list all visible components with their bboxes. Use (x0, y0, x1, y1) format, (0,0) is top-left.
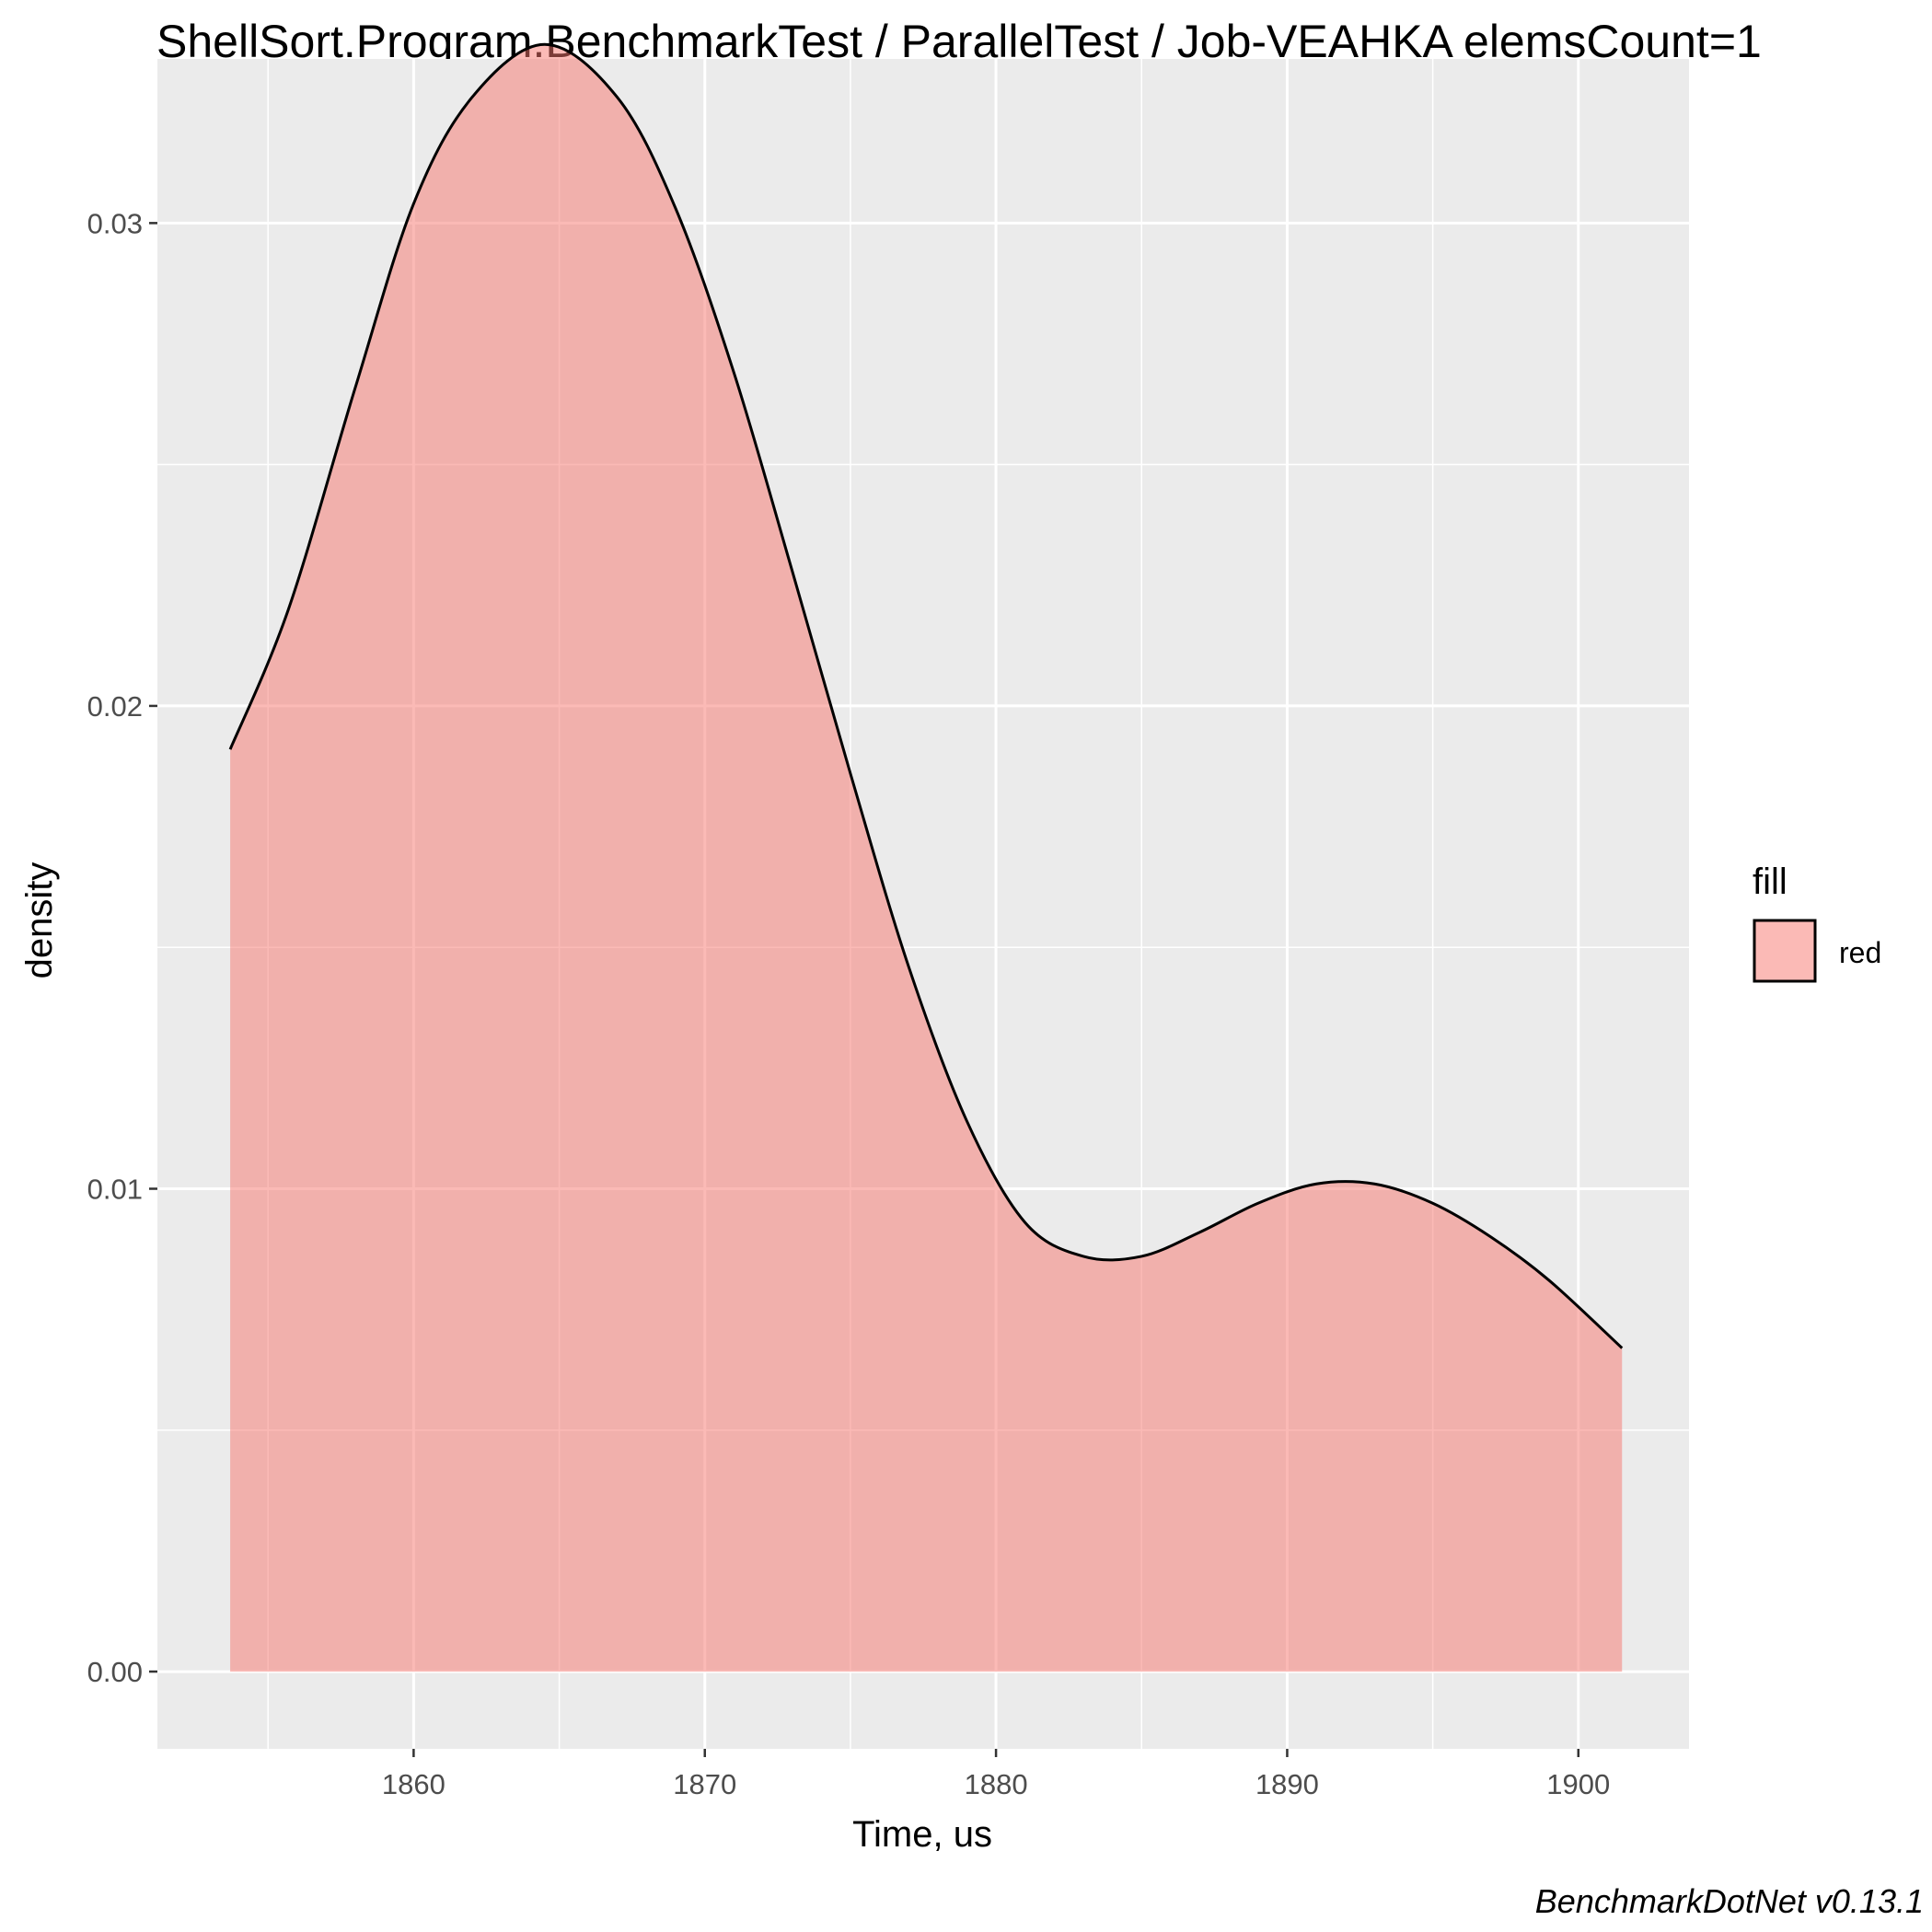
y-axis: 0.00 0.01 0.02 0.03 (87, 207, 157, 1688)
x-tick-label: 1900 (1546, 1768, 1610, 1800)
legend-label-red: red (1839, 936, 1881, 969)
x-axis-title: Time, us (852, 1814, 992, 1855)
caption: BenchmarkDotNet v0.13.1 (1535, 1882, 1924, 1920)
x-axis: 1860 1870 1880 1890 1900 (382, 1749, 1610, 1800)
x-tick-label: 1880 (965, 1768, 1028, 1800)
legend-title: fill (1753, 862, 1787, 902)
x-tick-label: 1890 (1255, 1768, 1319, 1800)
density-line (228, 42, 1624, 1349)
x-tick-label: 1860 (382, 1768, 445, 1800)
y-tick-label: 0.03 (87, 207, 143, 239)
legend: fill red (1753, 862, 1881, 983)
chart-title: ShellSort.Program.BenchmarkTest / Parall… (156, 16, 1762, 67)
y-axis-title: density (19, 862, 60, 979)
density-area (230, 44, 1623, 1672)
y-tick-label: 0.00 (87, 1656, 143, 1688)
legend-key-swatch (1753, 919, 1817, 983)
x-tick-label: 1870 (673, 1768, 736, 1800)
y-tick-label: 0.01 (87, 1173, 143, 1205)
y-tick-label: 0.02 (87, 690, 143, 723)
